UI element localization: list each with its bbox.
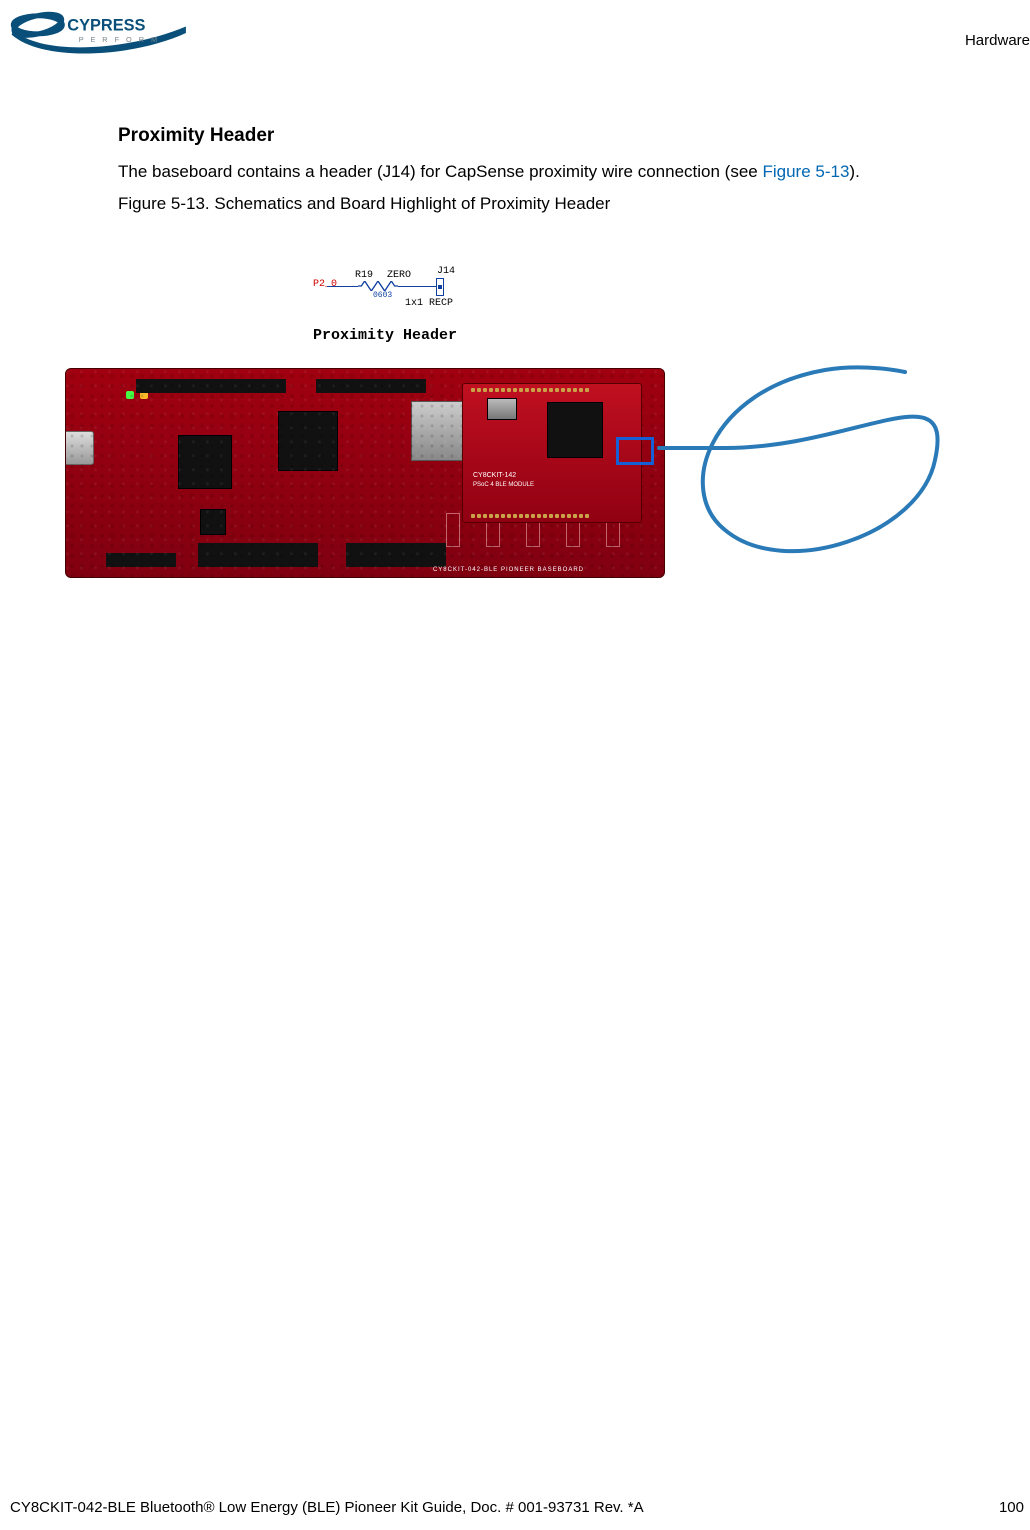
- schematic-wire: [327, 286, 358, 287]
- proximity-wire-icon: [655, 330, 985, 600]
- brand-logo: CYPRESS P E R F O R M: [10, 8, 190, 63]
- status-led-icon: [126, 391, 134, 399]
- brand-name: CYPRESS: [67, 17, 145, 35]
- schematic-title: Proximity Header: [313, 327, 457, 344]
- chip-icon: [200, 509, 226, 535]
- chip-icon: [278, 411, 338, 471]
- schematic-connector-icon: [436, 278, 444, 296]
- module-pads: [471, 514, 589, 518]
- pin-header-icon: [316, 379, 426, 393]
- figure-crossref-link[interactable]: Figure 5-13: [762, 162, 849, 181]
- proximity-header-highlight: [616, 437, 654, 465]
- logo-swoosh-icon: CYPRESS P E R F O R M: [10, 8, 190, 58]
- pin-header-icon: [346, 543, 446, 567]
- header-section-label: Hardware: [965, 32, 1030, 49]
- schematic-connector-type: 1x1 RECP: [405, 298, 453, 309]
- usb-connector-icon: [65, 431, 94, 465]
- module-label: CY8CKIT-142: [473, 472, 516, 479]
- schematic-resistor-package: 0603: [373, 291, 392, 300]
- brand-tagline: P E R F O R M: [79, 35, 160, 44]
- schematic-diagram: P2_0 R19 ZERO 0603 J14 1x1 RECP Proximit…: [313, 272, 533, 362]
- figure-caption: Figure 5-13. Schematics and Board Highli…: [118, 194, 958, 214]
- schematic-connector-desig: J14: [437, 266, 455, 277]
- schematic-net-label: P2_0: [313, 279, 337, 290]
- section-heading: Proximity Header: [118, 125, 958, 147]
- ble-module: CY8CKIT-142 PSoC 4 BLE MODULE: [462, 383, 642, 523]
- crystal-icon: [487, 398, 517, 420]
- paragraph-text-post: ).: [849, 162, 859, 181]
- pin-header-icon: [136, 379, 286, 393]
- schematic-resistor-value: ZERO: [387, 270, 411, 281]
- resistor-icon: [358, 281, 398, 291]
- section-paragraph: The baseboard contains a header (J14) fo…: [118, 161, 958, 184]
- paragraph-text-pre: The baseboard contains a header (J14) fo…: [118, 162, 762, 181]
- footer-doc-title: CY8CKIT-042-BLE Bluetooth® Low Energy (B…: [10, 1499, 644, 1516]
- footer-page-number: 100: [999, 1499, 1024, 1516]
- schematic-resistor-desig: R19: [355, 270, 373, 281]
- content-area: Proximity Header The baseboard contains …: [118, 125, 958, 334]
- module-pads: [471, 388, 589, 392]
- chip-icon: [547, 402, 603, 458]
- module-sublabel: PSoC 4 BLE MODULE: [473, 482, 534, 488]
- pin-header-icon: [106, 553, 176, 567]
- baseboard-pcb: CY8CKIT-142 PSoC 4 BLE MODULE CY8CKIT-04…: [65, 368, 665, 578]
- baseboard-label: CY8CKIT-042-BLE PIONEER BASEBOARD: [433, 567, 584, 573]
- status-led-icon: [140, 391, 148, 399]
- pin-header-icon: [198, 543, 318, 567]
- page-footer: CY8CKIT-042-BLE Bluetooth® Low Energy (B…: [0, 1499, 1030, 1516]
- board-photo: CY8CKIT-142 PSoC 4 BLE MODULE CY8CKIT-04…: [65, 350, 985, 610]
- chip-icon: [178, 435, 232, 489]
- schematic-wire: [398, 286, 438, 287]
